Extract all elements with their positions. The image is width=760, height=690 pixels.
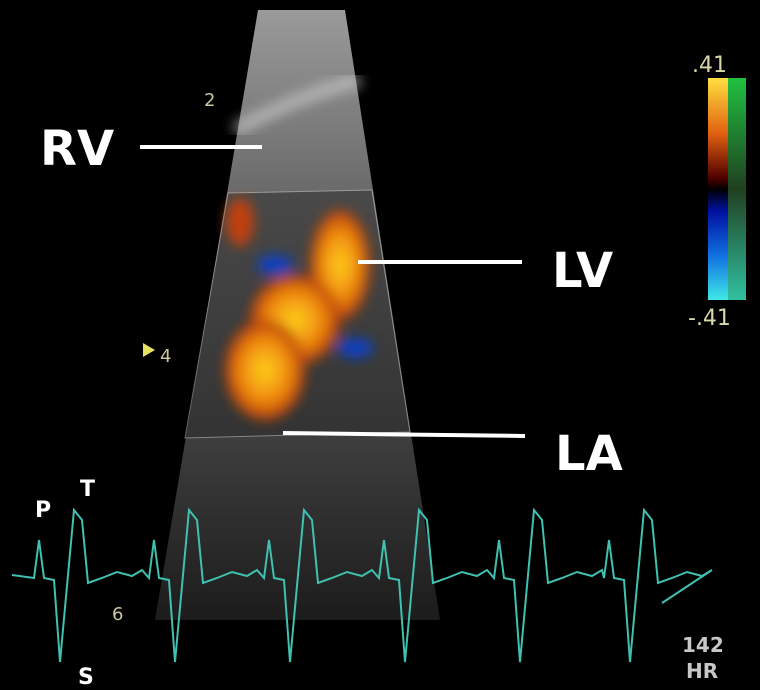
depth-mark: 4 xyxy=(160,346,171,367)
la-label: LA xyxy=(555,426,623,482)
rv-label: RV xyxy=(40,121,114,177)
depth-mark: 2 xyxy=(204,90,215,111)
scale-min: -.41 xyxy=(688,306,731,331)
scale-max: .41 xyxy=(692,53,727,78)
heart-rate-unit: HR xyxy=(686,659,718,683)
depth-mark: 6 xyxy=(112,604,123,625)
label-pointer xyxy=(282,431,526,438)
color-scale-bar xyxy=(708,78,728,300)
focus-marker xyxy=(143,343,155,357)
color-flow xyxy=(225,198,373,420)
s-wave-label: S xyxy=(78,665,94,690)
tissue-echo xyxy=(231,73,362,137)
p-wave-label: P xyxy=(35,498,51,523)
color-scale-bar xyxy=(728,78,746,300)
heart-rate-value: 142 xyxy=(682,633,724,657)
ecg-trace xyxy=(11,507,713,663)
t-wave-label: T xyxy=(80,477,95,502)
lv-label: LV xyxy=(552,243,613,299)
